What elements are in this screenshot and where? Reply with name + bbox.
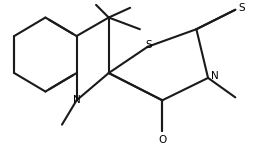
Text: S: S: [145, 40, 152, 50]
Text: S: S: [238, 3, 245, 13]
Text: N: N: [211, 71, 219, 81]
Text: O: O: [158, 135, 166, 145]
Text: N: N: [73, 95, 80, 105]
